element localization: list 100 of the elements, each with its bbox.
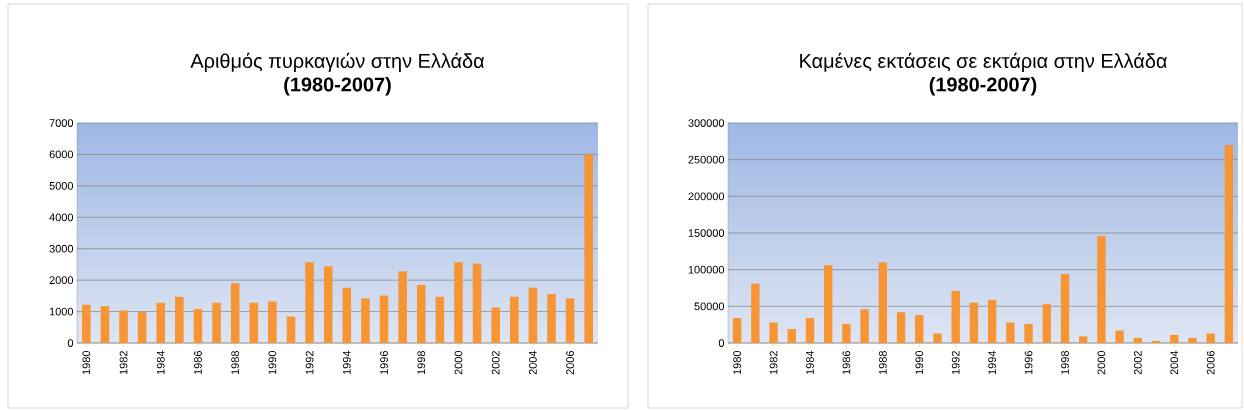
x-tick-label: 1990 <box>268 350 277 375</box>
x-tick-label: 1980 <box>733 350 741 375</box>
bar <box>230 283 240 343</box>
bar <box>878 262 888 343</box>
y-tick-label: 4000 <box>49 213 74 222</box>
y-tick-label: 5000 <box>49 181 74 190</box>
bar <box>860 309 869 343</box>
x-tick-label: 1986 <box>842 351 851 375</box>
x-tick-label: 1990 <box>915 350 924 375</box>
x-tick-label: 1992 <box>951 351 960 375</box>
bar <box>435 296 445 343</box>
bar <box>249 302 259 343</box>
y-tick-label: 100000 <box>688 265 725 274</box>
bar <box>787 329 796 343</box>
bar <box>323 266 333 343</box>
bar <box>1206 333 1215 343</box>
bar <box>398 271 407 343</box>
bar <box>361 298 370 343</box>
x-tick-label: 1988 <box>878 351 887 375</box>
bar <box>416 284 426 343</box>
bar <box>1060 274 1070 343</box>
chart-subtitle: (1980-2007) <box>929 76 1037 96</box>
x-tick-label: 1994 <box>988 350 997 375</box>
y-tick-label: 6000 <box>49 150 74 159</box>
x-tick-label: 2006 <box>1206 351 1215 375</box>
bar <box>100 306 110 343</box>
chart-subtitle: (1980-2007) <box>284 76 391 96</box>
bar <box>342 287 352 343</box>
x-tick-label: 2004 <box>1170 350 1179 375</box>
x-tick-label: 1988 <box>231 351 240 375</box>
bar <box>915 315 924 343</box>
chart-title: Καμένες εκτάσεις σε εκτάρια στην Ελλάδα <box>800 52 1167 72</box>
bar <box>969 302 979 343</box>
x-tick-label: 1998 <box>417 351 426 375</box>
bar <box>286 316 296 343</box>
x-tick-label: 1994 <box>342 350 351 375</box>
bar <box>1079 336 1088 343</box>
bar <box>1115 330 1124 343</box>
bar <box>565 298 575 343</box>
bar <box>987 299 997 343</box>
bar <box>491 307 500 343</box>
y-tick-label: 150000 <box>688 229 725 237</box>
bar <box>584 154 593 343</box>
y-tick-label: 0 <box>67 339 74 347</box>
bar <box>751 283 760 343</box>
y-tick-label: 3000 <box>49 244 74 253</box>
x-tick-label: 1982 <box>769 351 778 375</box>
bar <box>1024 323 1033 343</box>
x-tick-label: 1984 <box>806 350 814 375</box>
bar <box>1133 337 1143 343</box>
bar <box>824 265 833 343</box>
x-tick-label: 1996 <box>1024 351 1033 375</box>
x-tick-label: 1980 <box>82 350 91 375</box>
x-tick-label: 1998 <box>1061 351 1069 375</box>
bar <box>268 301 277 343</box>
y-tick-label: 0 <box>718 339 725 347</box>
y-tick-label: 250000 <box>688 155 725 164</box>
bar <box>1042 304 1051 343</box>
x-tick-label: 1992 <box>305 351 314 375</box>
x-tick-label: 1996 <box>380 351 388 375</box>
y-tick-label: 1000 <box>49 307 74 316</box>
bar <box>1170 334 1179 343</box>
x-tick-label: 2006 <box>566 351 574 375</box>
x-tick-label: 1984 <box>156 350 165 375</box>
bar <box>305 262 314 343</box>
bar <box>1224 145 1234 343</box>
bar <box>547 293 556 343</box>
bar <box>156 302 166 343</box>
x-tick-label: 2002 <box>1133 351 1142 375</box>
bar <box>769 322 778 343</box>
y-tick-label: 200000 <box>688 192 725 201</box>
bar <box>528 287 538 343</box>
bar <box>379 295 389 343</box>
chart-title: Αριθμός πυρκαγιών στην Ελλάδα <box>190 52 485 72</box>
bar <box>175 296 184 343</box>
bar <box>896 312 906 343</box>
y-tick-label: 50000 <box>694 302 725 311</box>
x-tick-label: 2002 <box>491 351 500 375</box>
bar <box>842 323 851 343</box>
x-tick-label: 2000 <box>454 350 463 375</box>
bar <box>1006 322 1015 343</box>
y-tick-label: 7000 <box>49 119 74 127</box>
bar <box>137 312 147 343</box>
bar <box>472 263 482 343</box>
bar <box>933 333 942 343</box>
bar <box>82 304 91 343</box>
bar <box>805 318 815 343</box>
bar <box>454 262 463 343</box>
x-tick-label: 1982 <box>119 351 128 375</box>
bar <box>510 296 519 343</box>
bar <box>1097 235 1106 343</box>
bar <box>212 302 221 343</box>
x-tick-label: 1986 <box>194 351 202 375</box>
x-tick-label: 2000 <box>1097 350 1106 375</box>
y-tick-label: 300000 <box>688 119 725 127</box>
y-tick-label: 2000 <box>49 276 74 285</box>
bar <box>119 310 128 343</box>
x-tick-label: 2004 <box>529 350 537 375</box>
bar <box>1188 337 1197 343</box>
bar <box>951 290 960 343</box>
